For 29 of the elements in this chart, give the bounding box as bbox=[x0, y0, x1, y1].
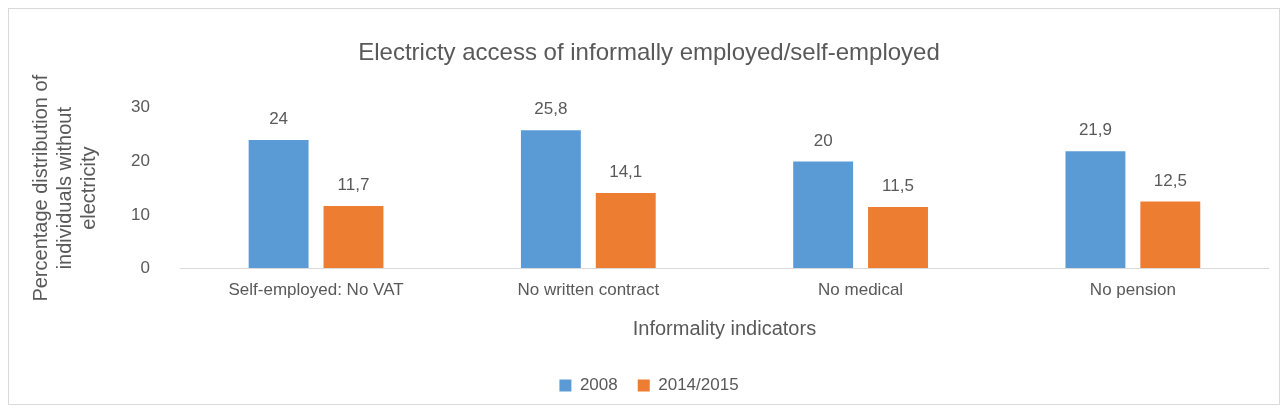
bar bbox=[520, 130, 581, 269]
x-tick-label: No written contract bbox=[517, 280, 660, 300]
x-tick-label: Self-employed: No VAT bbox=[228, 280, 404, 300]
legend-label: 2008 bbox=[579, 375, 618, 395]
data-label: 20 bbox=[813, 130, 833, 150]
bar bbox=[248, 139, 309, 269]
bar bbox=[868, 206, 928, 269]
data-label: 11,7 bbox=[337, 175, 370, 195]
bar bbox=[323, 205, 384, 269]
chart-title: Electricty access of informally employed/self-employed bbox=[358, 38, 940, 66]
data-label: 12,5 bbox=[1153, 170, 1187, 190]
data-label: 21,9 bbox=[1078, 120, 1112, 140]
bar bbox=[1065, 151, 1126, 269]
legend-label: 2014/2015 bbox=[658, 375, 739, 395]
x-axis-title: Informality indicators bbox=[632, 316, 817, 339]
bar bbox=[1140, 201, 1201, 269]
data-label: 25,8 bbox=[534, 99, 568, 119]
y-tick-label: 30 bbox=[130, 97, 150, 117]
y-tick-label: 0 bbox=[140, 258, 150, 278]
data-label: 24 bbox=[269, 109, 289, 129]
data-label: 11,5 bbox=[882, 176, 914, 196]
y-tick-label: 10 bbox=[130, 204, 150, 224]
bar bbox=[595, 193, 656, 269]
x-tick-label: No pension bbox=[1089, 280, 1176, 300]
x-tick-label: No medical bbox=[818, 280, 904, 300]
bar bbox=[793, 161, 854, 269]
data-label: 14,1 bbox=[609, 162, 643, 182]
y-axis-title: Percentage distribution of individuals without electricity bbox=[28, 74, 99, 302]
y-tick-label: 20 bbox=[130, 151, 150, 171]
